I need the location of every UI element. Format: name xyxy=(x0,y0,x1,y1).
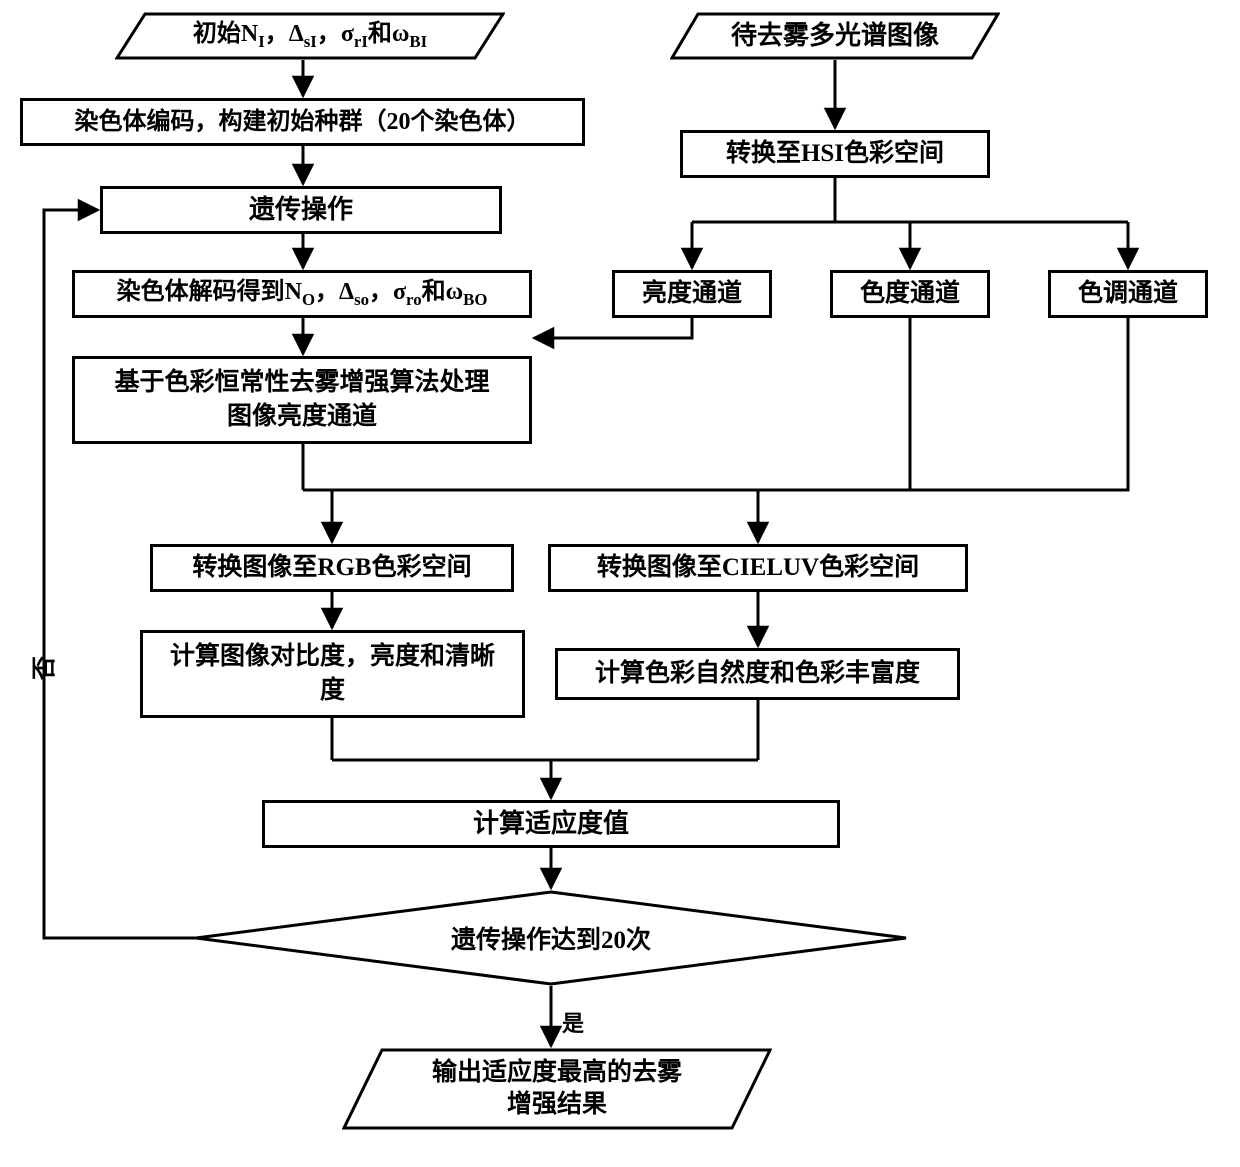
node-fitness-text: 计算适应度值 xyxy=(473,806,629,841)
node-genetic-op: 遗传操作 xyxy=(100,186,502,234)
input-left: 初始NI，ΔsI，σrI和ωBI xyxy=(115,12,505,60)
output: 输出适应度最高的去雾 增强结果 xyxy=(342,1048,772,1130)
decision-text: 遗传操作达到20次 xyxy=(451,927,651,954)
node-decode: 染色体解码得到NO，Δso，σro和ωBO xyxy=(72,270,532,318)
node-dehaze: 基于色彩恒常性去雾增强算法处理 图像亮度通道 xyxy=(72,356,532,444)
node-ch-brightness: 亮度通道 xyxy=(612,270,772,318)
input-right: 待去雾多光谱图像 xyxy=(670,12,1000,60)
output-l2: 增强结果 xyxy=(507,1091,607,1118)
node-encode-text: 染色体编码，构建初始种群（20个染色体） xyxy=(75,106,531,138)
node-encode: 染色体编码，构建初始种群（20个染色体） xyxy=(20,98,585,146)
label-yes: 是 xyxy=(562,1006,584,1038)
node-metrics-rgb: 计算图像对比度，亮度和清晰 度 xyxy=(140,630,525,718)
node-ch-hue-text: 色调通道 xyxy=(1078,277,1178,311)
node-metrics-luv-text: 计算色彩自然度和色彩丰富度 xyxy=(595,657,920,691)
node-metrics-luv: 计算色彩自然度和色彩丰富度 xyxy=(555,648,960,700)
input-right-text: 待去雾多光谱图像 xyxy=(731,21,939,50)
node-fitness: 计算适应度值 xyxy=(262,800,840,848)
input-left-text: 初始NI，ΔsI，σrI和ωBI xyxy=(193,21,427,47)
node-metrics-rgb-l1: 计算图像对比度，亮度和清晰 xyxy=(170,643,495,670)
node-dehaze-line2: 图像亮度通道 xyxy=(227,403,377,430)
output-l1: 输出适应度最高的去雾 xyxy=(432,1059,682,1086)
node-rgb: 转换图像至RGB色彩空间 xyxy=(150,544,514,592)
node-rgb-text: 转换图像至RGB色彩空间 xyxy=(192,551,471,585)
node-hsi: 转换至HSI色彩空间 xyxy=(680,130,990,178)
node-hsi-text: 转换至HSI色彩空间 xyxy=(726,137,944,171)
node-decode-text: 染色体解码得到NO，Δso，σro和ωBO xyxy=(117,276,488,311)
label-no-text: 否 xyxy=(32,656,58,680)
label-yes-text: 是 xyxy=(562,1011,584,1036)
label-no: 否 xyxy=(24,656,59,680)
node-dehaze-line1: 基于色彩恒常性去雾增强算法处理 xyxy=(114,369,489,396)
node-genetic-op-text: 遗传操作 xyxy=(249,192,353,227)
node-ch-chroma-text: 色度通道 xyxy=(860,277,960,311)
node-luv-text: 转换图像至CIELUV色彩空间 xyxy=(597,551,919,585)
decision: 遗传操作达到20次 xyxy=(194,890,908,986)
node-metrics-rgb-l2: 度 xyxy=(320,677,345,704)
node-ch-brightness-text: 亮度通道 xyxy=(642,277,742,311)
node-ch-hue: 色调通道 xyxy=(1048,270,1208,318)
node-luv: 转换图像至CIELUV色彩空间 xyxy=(548,544,968,592)
node-ch-chroma: 色度通道 xyxy=(830,270,990,318)
